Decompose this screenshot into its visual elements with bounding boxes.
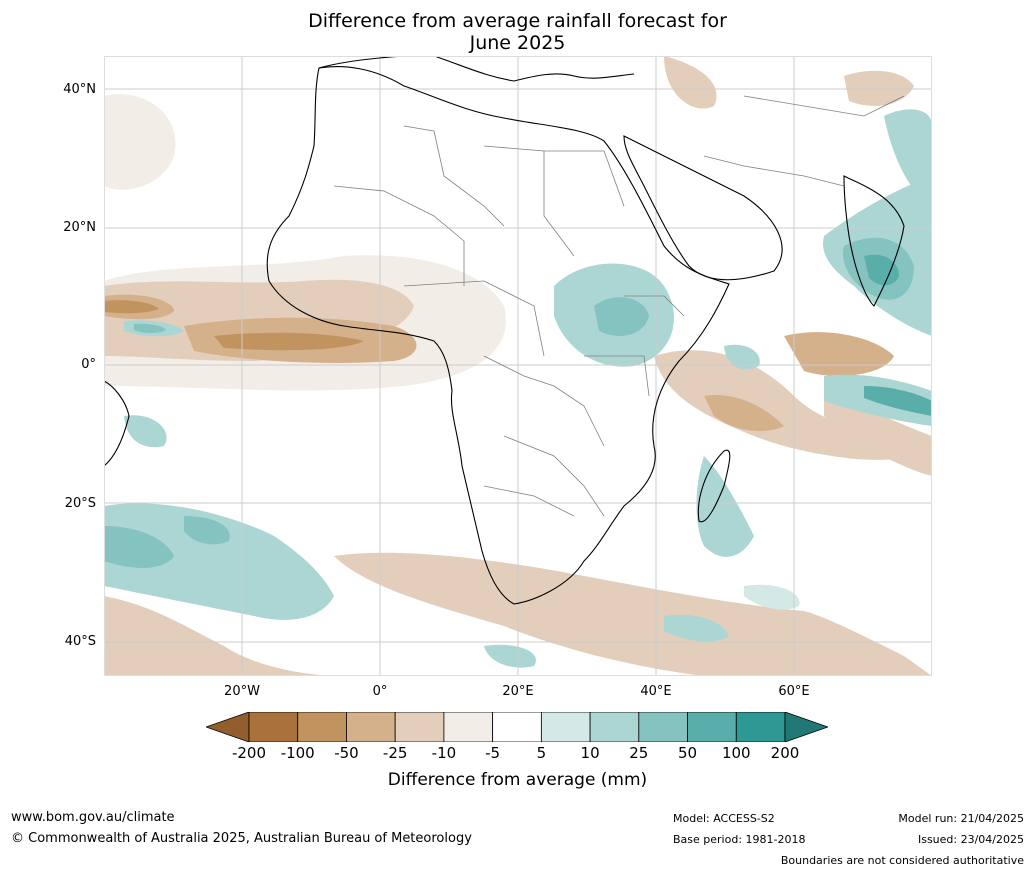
footer-boundaries-note: Boundaries are not considered authoritat… [780, 854, 1024, 867]
rainfall-map [104, 56, 932, 676]
colorbar-tick-label: 50 [677, 744, 698, 762]
colorbar-segment [492, 712, 542, 742]
colorbar-tick-label: 10 [580, 744, 600, 762]
lat-label-40n: 40°N [63, 82, 96, 97]
colorbar-extend-high [784, 712, 828, 742]
colorbar-tick-label: -25 [382, 744, 408, 762]
colorbar-tick-label: -10 [431, 744, 457, 762]
colorbar-segment [248, 712, 299, 742]
map-title-line2: June 2025 [469, 32, 566, 54]
colorbar-segment [735, 712, 786, 742]
lon-label-60e: 60°E [778, 684, 810, 699]
lat-label-20s: 20°S [64, 496, 96, 511]
lat-label-20n: 20°N [63, 220, 96, 235]
colorbar-tick-label: 5 [536, 744, 547, 762]
lon-label-0: 0° [372, 684, 388, 699]
lat-label-0: 0° [81, 357, 96, 372]
dry-anomaly-areas [104, 56, 932, 676]
country-borders [333, 95, 905, 517]
colorbar-segment [589, 712, 640, 742]
colorbar-segment [394, 712, 445, 742]
lat-label-40s: 40°S [64, 634, 96, 649]
rainfall-map-canvas [104, 56, 932, 676]
colorbar-label: Difference from average (mm) [387, 770, 648, 790]
footer-issued: Issued: 23/04/2025 [917, 833, 1024, 846]
colorbar [206, 712, 828, 742]
colorbar-tick-label: -100 [280, 744, 315, 762]
map-title-line1: Difference from average rainfall forecas… [308, 10, 727, 32]
colorbar-segment [346, 712, 396, 742]
footer-model: Model: ACCESS-S2 [673, 812, 775, 825]
colorbar-tick-label: -200 [231, 744, 267, 762]
colorbar-tick-label: 200 [770, 744, 800, 762]
lon-label-40e: 40°E [640, 684, 672, 699]
coastlines [104, 56, 905, 605]
footer-copyright: © Commonwealth of Australia 2025, Austra… [11, 831, 472, 846]
colorbar-tick-label: -50 [334, 744, 359, 762]
footer-base-period: Base period: 1981-2018 [673, 833, 806, 846]
graticule [104, 56, 932, 676]
footer-model-run: Model run: 21/04/2025 [898, 812, 1024, 825]
colorbar-segment [687, 712, 737, 742]
map-title: Difference from average rainfall forecas… [0, 10, 1035, 54]
colorbar-segment [297, 712, 347, 742]
colorbar-tick-label: -5 [485, 744, 501, 762]
footer-url[interactable]: www.bom.gov.au/climate [11, 810, 175, 825]
wet-anomaly-areas [104, 109, 932, 668]
colorbar-segment [638, 712, 688, 742]
colorbar-segment [443, 712, 494, 742]
colorbar-extend-low [206, 712, 250, 742]
lon-label-20e: 20°E [502, 684, 534, 699]
colorbar-segment [540, 712, 591, 742]
lon-label-20w: 20°W [224, 684, 260, 699]
colorbar-tick-label: 25 [629, 744, 649, 762]
colorbar-tick-label: 100 [721, 744, 751, 762]
